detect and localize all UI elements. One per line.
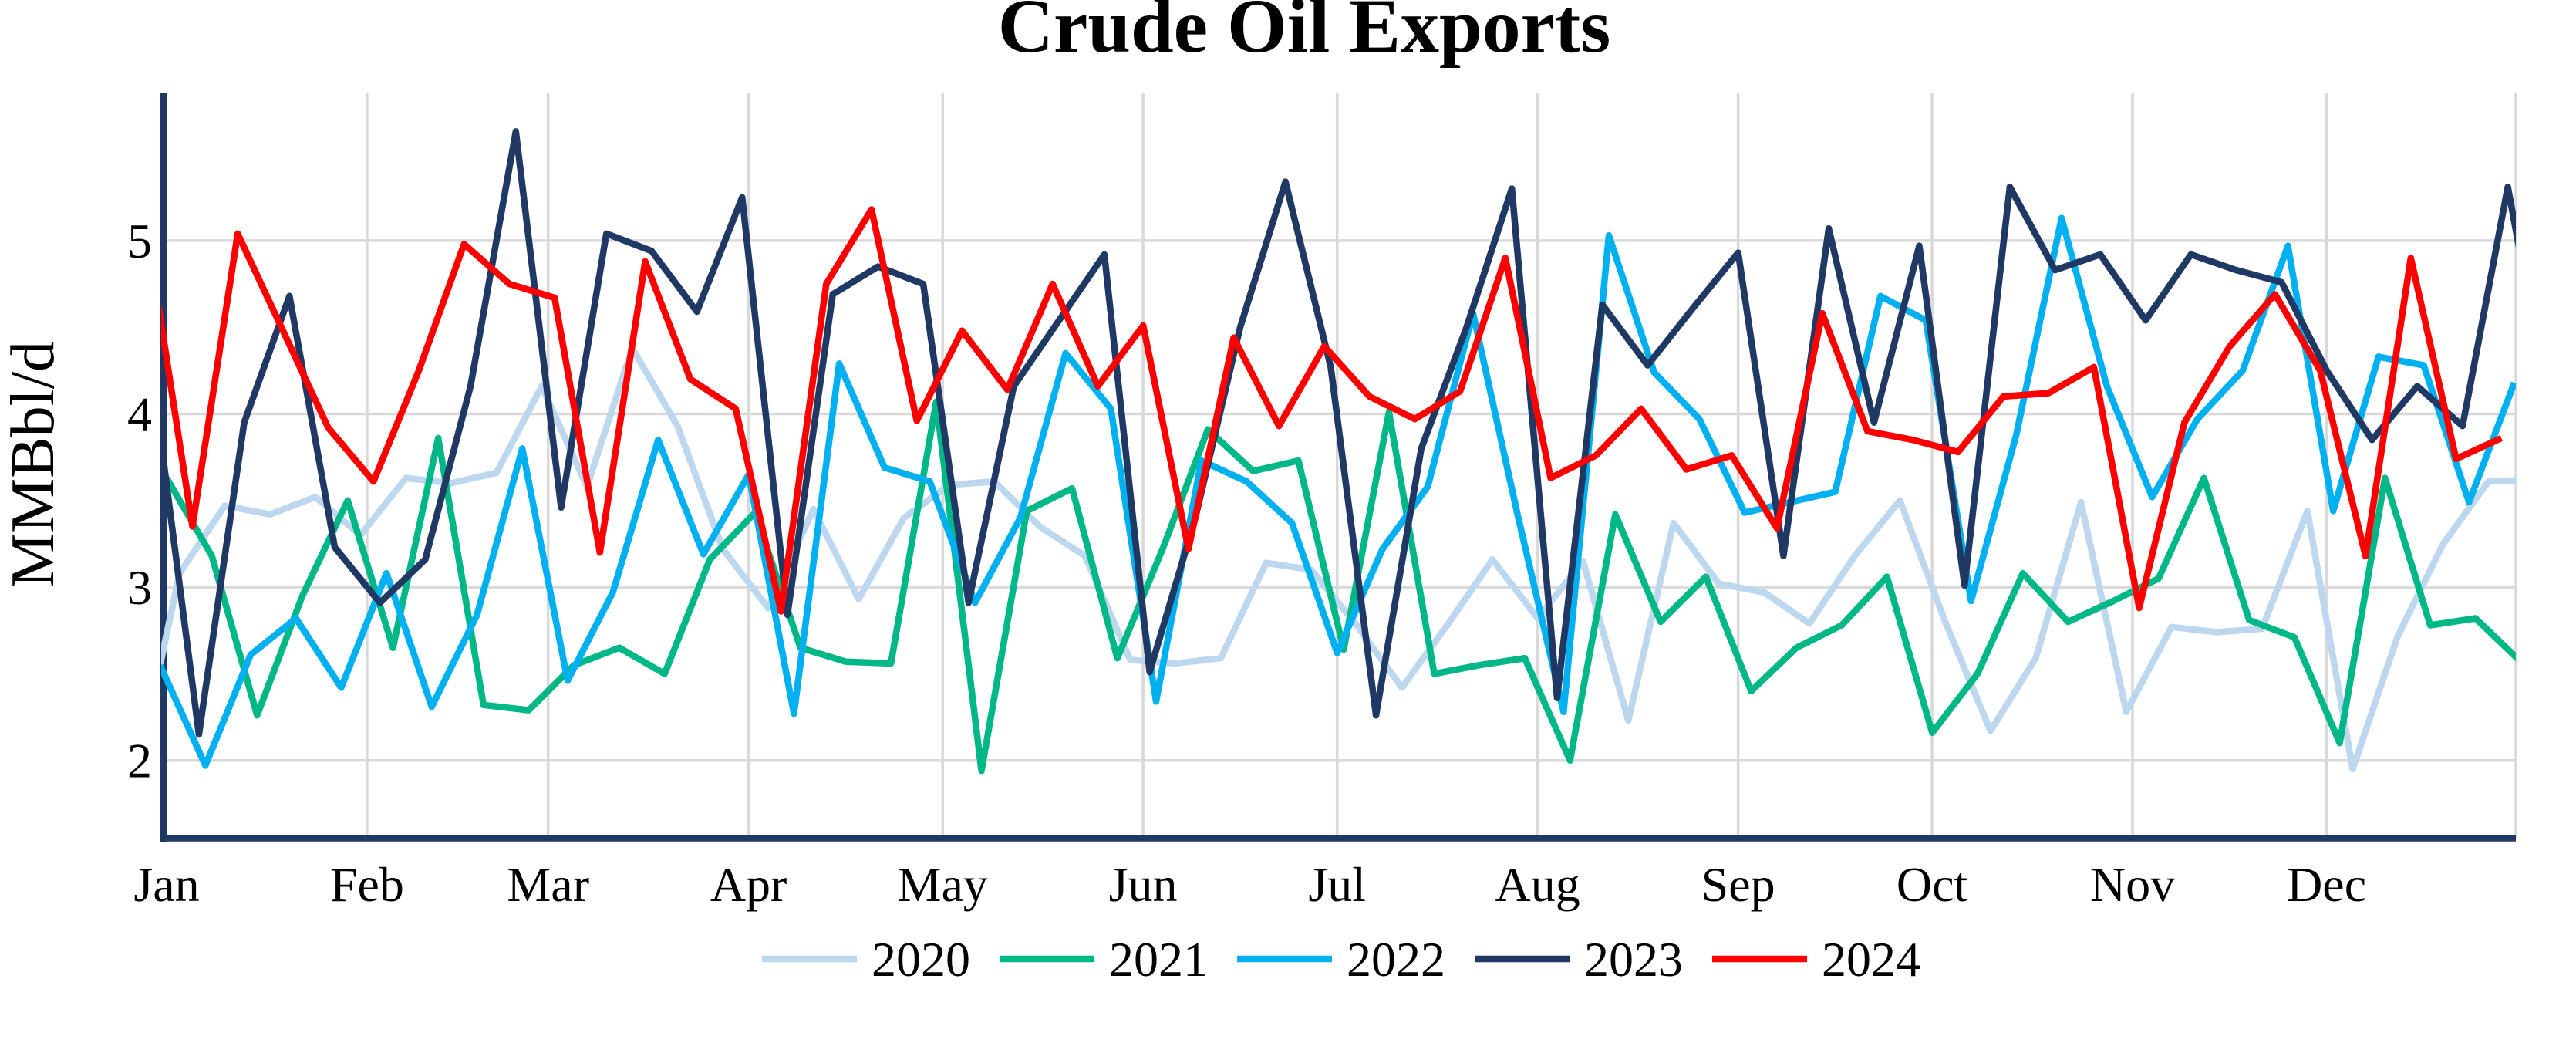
svg-text:Dec: Dec bbox=[2287, 857, 2366, 912]
svg-text:5: 5 bbox=[127, 214, 152, 268]
svg-text:4: 4 bbox=[127, 387, 152, 442]
svg-text:2023: 2023 bbox=[1584, 932, 1683, 987]
svg-text:2022: 2022 bbox=[1347, 932, 1445, 987]
svg-text:Jul: Jul bbox=[1308, 857, 1366, 912]
svg-text:2020: 2020 bbox=[872, 932, 970, 987]
svg-text:Crude Oil Exports: Crude Oil Exports bbox=[998, 0, 1610, 69]
svg-text:Nov: Nov bbox=[2090, 857, 2175, 912]
svg-text:2021: 2021 bbox=[1109, 932, 1208, 987]
svg-text:Sep: Sep bbox=[1701, 857, 1775, 912]
svg-text:Oct: Oct bbox=[1897, 857, 1968, 912]
svg-text:Aug: Aug bbox=[1495, 857, 1580, 912]
svg-text:Apr: Apr bbox=[710, 857, 787, 912]
svg-text:3: 3 bbox=[127, 560, 152, 615]
svg-text:Mar: Mar bbox=[507, 857, 589, 912]
svg-text:MMBbl/d: MMBbl/d bbox=[0, 341, 67, 588]
svg-text:2024: 2024 bbox=[1822, 932, 1920, 987]
svg-text:Feb: Feb bbox=[330, 857, 404, 912]
svg-text:Jun: Jun bbox=[1109, 857, 1178, 912]
svg-text:2: 2 bbox=[127, 734, 152, 788]
svg-text:May: May bbox=[898, 857, 988, 912]
svg-text:Jan: Jan bbox=[133, 857, 199, 912]
